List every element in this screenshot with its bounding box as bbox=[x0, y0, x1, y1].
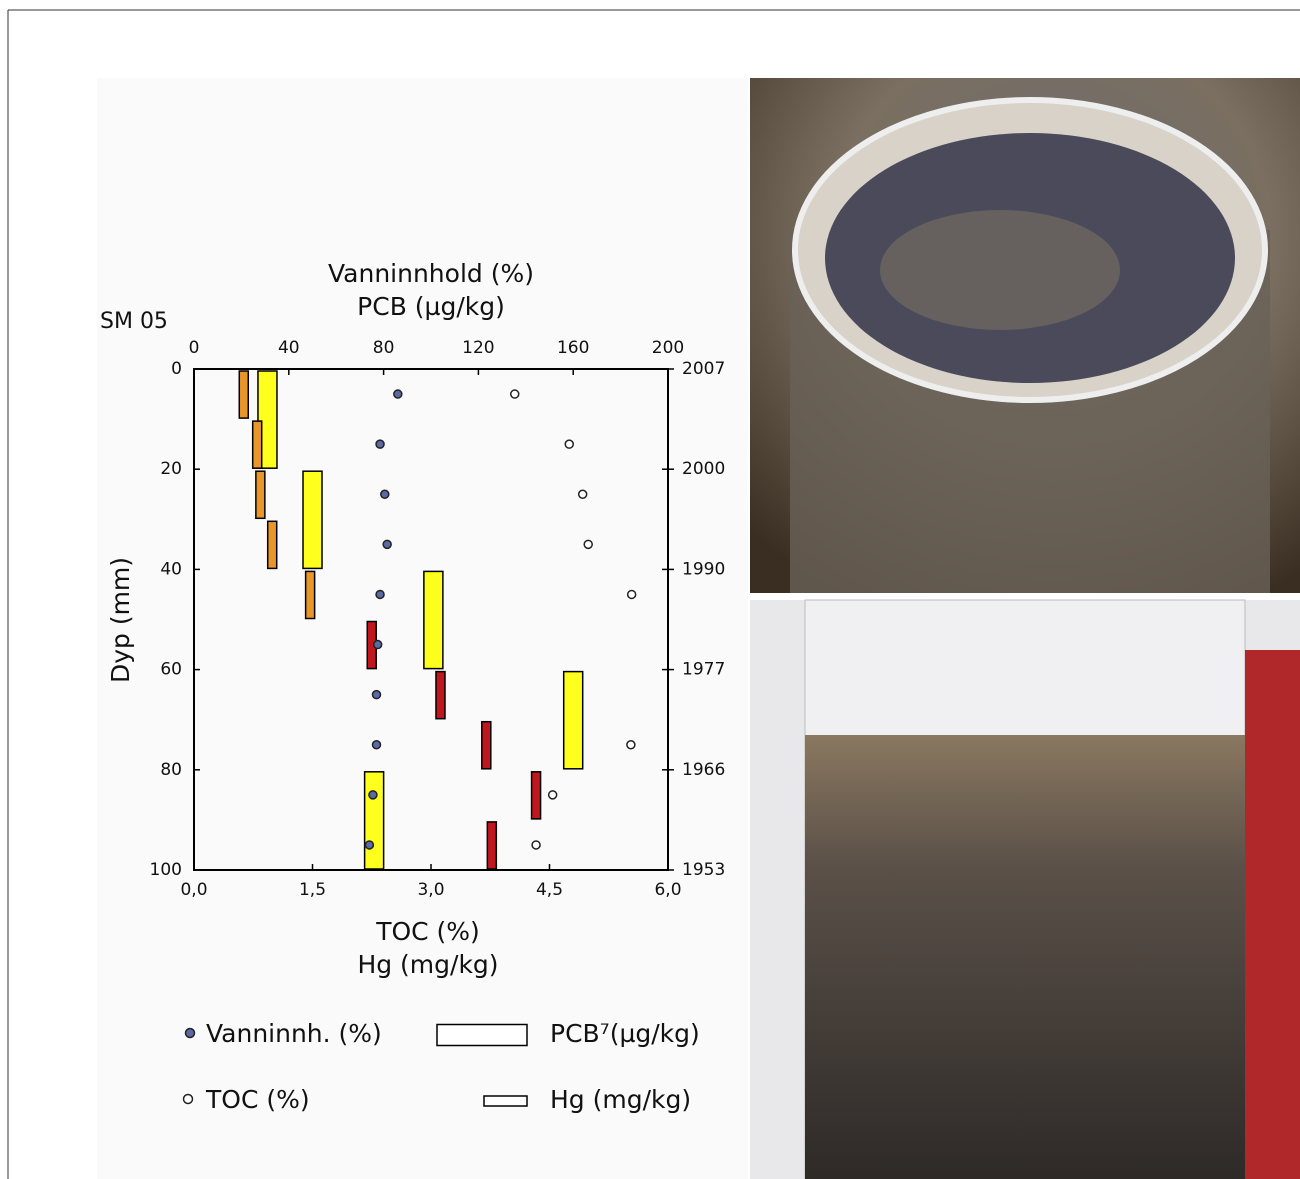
y-tick-label: 100 bbox=[150, 860, 182, 880]
point bbox=[375, 589, 385, 600]
x2-tick-label: 6,0 bbox=[654, 880, 681, 900]
legend-label: PCB⁷(µg/kg) bbox=[550, 1019, 700, 1048]
point bbox=[371, 689, 382, 700]
x2-tick-label: 0,0 bbox=[180, 880, 207, 900]
y2-tick-label: 1977 bbox=[682, 660, 725, 680]
interval-bar bbox=[257, 370, 278, 469]
interval-bar bbox=[486, 821, 498, 870]
y2-tick-label: 2000 bbox=[682, 459, 725, 479]
x2-tick-label: 4,5 bbox=[536, 880, 563, 900]
point bbox=[393, 389, 403, 399]
interval-bar bbox=[251, 420, 263, 469]
x-tick-label: 200 bbox=[652, 338, 684, 358]
y-tick-label: 20 bbox=[160, 459, 182, 479]
point bbox=[371, 740, 382, 750]
interval-bar bbox=[423, 570, 444, 670]
y-tick-label: 0 bbox=[171, 359, 182, 379]
interval-bar bbox=[481, 720, 492, 770]
bottom-axis-title: TOC (%) bbox=[375, 917, 480, 946]
legend-label: TOC (%) bbox=[205, 1085, 310, 1114]
legend-symbol bbox=[436, 1023, 528, 1047]
point bbox=[372, 639, 383, 650]
y-tick-label: 60 bbox=[160, 660, 182, 680]
y2-tick-label: 1990 bbox=[682, 559, 725, 579]
top-axis-title: Vanninnhold (%) bbox=[328, 259, 534, 288]
interval-bar bbox=[266, 520, 278, 570]
legend-label: Hg (mg/kg) bbox=[550, 1085, 691, 1114]
y2-tick-label: 1966 bbox=[682, 760, 725, 780]
y-tick-label: 80 bbox=[160, 760, 182, 780]
chart-panel bbox=[97, 78, 748, 1179]
point bbox=[380, 489, 390, 499]
x2-tick-label: 3,0 bbox=[417, 880, 444, 900]
point bbox=[547, 790, 558, 800]
station-label: SM 05 bbox=[100, 309, 168, 334]
point bbox=[375, 439, 385, 449]
x-tick-label: 80 bbox=[373, 338, 395, 358]
interval-bar bbox=[304, 570, 316, 620]
interval-bar bbox=[530, 771, 542, 820]
x-tick-label: 0 bbox=[189, 338, 200, 358]
legend-label: Vanninnh. (%) bbox=[206, 1019, 382, 1048]
x-tick-label: 160 bbox=[557, 338, 589, 358]
x-tick-label: 40 bbox=[278, 338, 300, 358]
point bbox=[364, 840, 375, 850]
legend-symbol bbox=[184, 1027, 196, 1039]
point bbox=[564, 439, 574, 449]
bottom-axis-title: Hg (mg/kg) bbox=[357, 950, 498, 979]
interval-bar bbox=[238, 370, 250, 419]
x-tick-label: 120 bbox=[462, 338, 494, 358]
point bbox=[626, 740, 636, 750]
y-axis-title: Dyp (mm) bbox=[106, 557, 135, 683]
y-tick-label: 40 bbox=[160, 559, 182, 579]
legend-symbol bbox=[483, 1095, 528, 1107]
photo-bottom bbox=[750, 599, 1300, 1179]
y2-tick-label: 2007 bbox=[682, 359, 725, 379]
x2-tick-label: 1,5 bbox=[299, 880, 326, 900]
interval-bar bbox=[302, 470, 323, 570]
point bbox=[583, 539, 593, 550]
point bbox=[577, 489, 588, 499]
interval-bar bbox=[363, 771, 385, 870]
top-axis-title: PCB (µg/kg) bbox=[357, 292, 505, 321]
point bbox=[509, 389, 520, 399]
photo-top bbox=[750, 78, 1300, 593]
point bbox=[626, 589, 637, 600]
point bbox=[382, 539, 392, 550]
y2-tick-label: 1953 bbox=[682, 860, 725, 880]
point bbox=[368, 790, 378, 800]
interval-bar bbox=[255, 470, 266, 520]
interval-bar bbox=[562, 670, 584, 770]
interval-bar bbox=[435, 670, 446, 720]
legend-symbol bbox=[182, 1093, 194, 1105]
point bbox=[531, 840, 541, 850]
